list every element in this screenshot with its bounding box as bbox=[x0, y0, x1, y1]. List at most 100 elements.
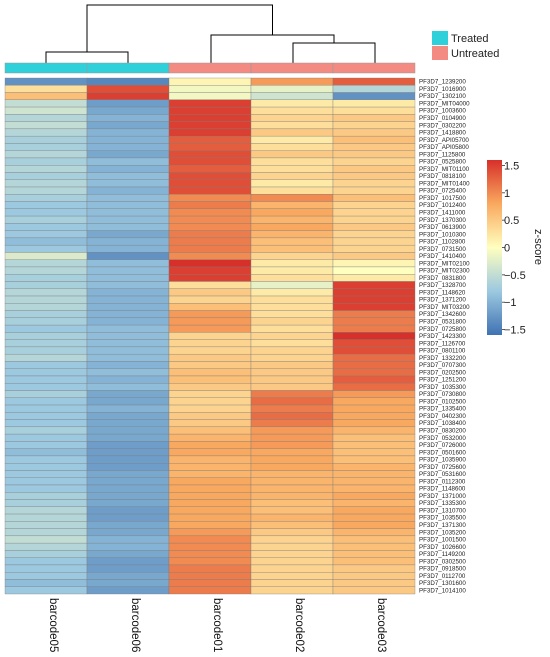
heatmap-cell bbox=[4, 281, 88, 289]
heatmap-cell bbox=[168, 339, 252, 348]
heatmap-cell bbox=[86, 492, 170, 500]
annotation-cell-barcode02 bbox=[250, 62, 334, 74]
annotation-cell-barcode03 bbox=[332, 62, 416, 74]
heatmap-cell bbox=[168, 194, 252, 202]
heatmap-cell bbox=[250, 521, 334, 529]
heatmap-cell bbox=[4, 463, 88, 471]
heatmap-cell bbox=[332, 572, 416, 580]
row-label: PF3D7_1370300 bbox=[419, 217, 466, 224]
heatmap-cell bbox=[86, 237, 170, 246]
heatmap-cell bbox=[168, 281, 252, 289]
row-label: PF3D7_1035200 bbox=[419, 529, 466, 536]
heatmap-cell bbox=[4, 397, 88, 406]
heatmap-cell bbox=[86, 165, 170, 173]
heatmap-cell bbox=[250, 346, 334, 355]
row-label: PF3D7_1001500 bbox=[419, 537, 466, 544]
heatmap-cell bbox=[4, 528, 88, 537]
heatmap-cell bbox=[168, 244, 252, 253]
heatmap-cell bbox=[332, 390, 416, 398]
heatmap-cell bbox=[332, 237, 416, 246]
heatmap-cell bbox=[4, 295, 88, 304]
heatmap-cell bbox=[4, 237, 88, 246]
heatmap-cell bbox=[250, 484, 334, 493]
heatmap-cell bbox=[332, 114, 416, 122]
heatmap-cell bbox=[86, 368, 170, 377]
heatmap-cell bbox=[4, 383, 88, 391]
heatmap-cell bbox=[86, 172, 170, 180]
row-label: PF3D7_1148620 bbox=[419, 289, 466, 296]
row-label: PF3D7_1332200 bbox=[419, 355, 466, 362]
heatmap-cell bbox=[250, 230, 334, 239]
heatmap-cell bbox=[168, 114, 252, 122]
heatmap-cell bbox=[86, 128, 170, 137]
heatmap-cell bbox=[86, 390, 170, 398]
heatmap-cell bbox=[4, 244, 88, 253]
heatmap-cell bbox=[168, 85, 252, 93]
heatmap-cell bbox=[250, 92, 334, 100]
heatmap-cell bbox=[168, 266, 252, 275]
heatmap-cell bbox=[168, 383, 252, 391]
heatmap-cell bbox=[168, 303, 252, 311]
heatmap-cell bbox=[4, 404, 88, 413]
heatmap-cell bbox=[4, 194, 88, 202]
heatmap-cell bbox=[332, 383, 416, 391]
heatmap-cell bbox=[332, 375, 416, 384]
heatmap-cell bbox=[168, 259, 252, 268]
legend-label-untreated: Untreated bbox=[451, 48, 499, 60]
heatmap-cell bbox=[86, 484, 170, 493]
heatmap-cell bbox=[86, 550, 170, 558]
heatmap-cell bbox=[4, 143, 88, 151]
heatmap-cell bbox=[86, 150, 170, 159]
heatmap-cell bbox=[332, 433, 416, 442]
heatmap-cell bbox=[250, 375, 334, 384]
heatmap-cell bbox=[332, 194, 416, 202]
heatmap-cell bbox=[168, 346, 252, 355]
heatmap-cell bbox=[250, 361, 334, 369]
row-label: PF3D7_1017500 bbox=[419, 195, 466, 202]
heatmap-cell bbox=[86, 244, 170, 253]
heatmap-cell bbox=[332, 106, 416, 115]
heatmap-cell bbox=[250, 383, 334, 391]
heatmap-cell bbox=[86, 455, 170, 464]
row-label: PF3D7_0112300 bbox=[419, 478, 466, 485]
row-labels: PF3D7_1239200PF3D7_1016900PF3D7_1302100P… bbox=[419, 79, 470, 595]
heatmap-cell bbox=[168, 550, 252, 558]
row-label: PF3D7_0730800 bbox=[419, 391, 466, 398]
heatmap-cell bbox=[332, 128, 416, 137]
legend-label-treated: Treated bbox=[451, 33, 489, 45]
row-label: PF3D7_0801100 bbox=[419, 348, 466, 355]
heatmap-cell bbox=[168, 557, 252, 566]
row-label: PF3D7_MIT01400 bbox=[419, 180, 470, 187]
heatmap-cell bbox=[250, 441, 334, 449]
heatmap-cell bbox=[250, 324, 334, 333]
heatmap-cell bbox=[86, 346, 170, 355]
heatmap-cell bbox=[250, 252, 334, 260]
heatmap-cell bbox=[168, 317, 252, 326]
heatmap-cell bbox=[332, 579, 416, 587]
heatmap-cell bbox=[250, 114, 334, 122]
heatmap-cell bbox=[4, 506, 88, 515]
row-label: PF3D7_1102800 bbox=[419, 239, 466, 246]
row-label: PF3D7_0104900 bbox=[419, 115, 466, 122]
heatmap-cell bbox=[4, 433, 88, 442]
column-dendrogram bbox=[45, 4, 376, 63]
heatmap-cell bbox=[4, 92, 88, 100]
heatmap-cell bbox=[332, 528, 416, 537]
row-label: PF3D7_0726000 bbox=[419, 442, 466, 449]
heatmap-cell bbox=[86, 266, 170, 275]
heatmap-cell bbox=[168, 368, 252, 377]
row-label: PF3D7_1371300 bbox=[419, 522, 466, 529]
heatmap-cell bbox=[4, 317, 88, 326]
heatmap-cell bbox=[168, 106, 252, 115]
heatmap-cell bbox=[86, 114, 170, 122]
heatmap-cell bbox=[250, 542, 334, 551]
heatmap-cell bbox=[4, 361, 88, 369]
row-label: PF3D7_1423300 bbox=[419, 333, 466, 340]
heatmap-cell bbox=[250, 499, 334, 507]
heatmap-cell bbox=[332, 332, 416, 340]
heatmap-cell bbox=[4, 303, 88, 311]
heatmap-cell bbox=[332, 521, 416, 529]
heatmap-cell bbox=[332, 135, 416, 144]
heatmap-cell bbox=[4, 259, 88, 268]
